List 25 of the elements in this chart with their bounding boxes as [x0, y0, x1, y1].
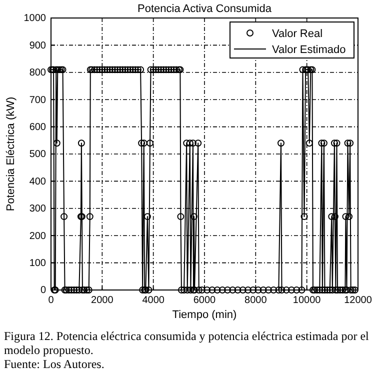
y-tick-label: 300 [29, 204, 46, 215]
source-note: Fuente: Los Autores. [4, 357, 104, 371]
x-tick-label: 12000 [344, 295, 372, 306]
y-tick-label: 900 [29, 40, 46, 52]
legend-label: Valor Real [272, 28, 323, 40]
x-tick-label: 0 [48, 295, 54, 306]
y-tick-label: 1000 [24, 13, 46, 24]
x-axis-title: Tiempo (min) [172, 309, 237, 321]
chart-title: Potencia Activa Consumida [138, 3, 272, 15]
y-tick-label: 0 [40, 285, 46, 296]
x-tick-label: 6000 [193, 295, 216, 306]
x-tick-label: 2000 [91, 295, 114, 306]
y-tick-label: 600 [29, 122, 46, 133]
x-tick-label: 8000 [244, 295, 268, 306]
y-tick-label: 400 [29, 176, 46, 188]
y-tick-label: 100 [29, 258, 46, 269]
y-tick-label: 200 [29, 230, 46, 242]
x-tick-label: 10000 [292, 295, 322, 306]
legend-label: Valor Estimado [272, 44, 346, 56]
y-tick-label: 700 [29, 94, 46, 106]
y-tick-label: 800 [29, 68, 46, 79]
y-axis-title: Potencia Eléctrica (kW) [5, 96, 17, 212]
y-tick-label: 500 [29, 149, 46, 160]
text: Figura 12. Potencia eléctrica consumida y potencia eléctrica estimada por el modelo propuesto. [4, 329, 370, 357]
x-tick-label: 4000 [142, 295, 165, 306]
